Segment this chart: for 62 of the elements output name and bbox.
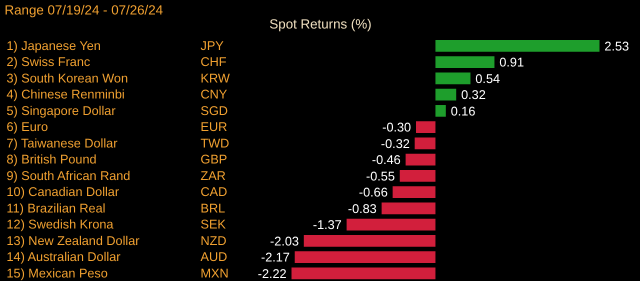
bar xyxy=(435,88,456,100)
y-tick-label: 11) Brazilian Real xyxy=(6,201,106,216)
text: SGD xyxy=(200,104,228,118)
y-tick-label: 12) Swedish Krona xyxy=(6,218,114,232)
data-label: -2.03 xyxy=(270,234,299,248)
text: KRW xyxy=(200,71,230,86)
text: CAD xyxy=(200,185,228,200)
bar xyxy=(435,56,494,68)
data-label: 0.91 xyxy=(499,56,524,70)
bar xyxy=(346,218,436,230)
data-label: -2.17 xyxy=(260,250,290,265)
text: Range 07/19/24 - 07/26/24 xyxy=(4,2,164,18)
text: CHF xyxy=(200,55,227,70)
y-tick-label: 3) South Korean Won xyxy=(6,71,128,86)
bar xyxy=(304,235,436,247)
data-label: -0.32 xyxy=(380,136,410,151)
text: NZD xyxy=(200,234,227,248)
bar xyxy=(392,186,436,198)
y-tick-label: 8) British Pound xyxy=(6,152,97,167)
text: MXN xyxy=(200,266,229,280)
text: SEK xyxy=(200,218,226,232)
y-tick-label: 7) Taiwanese Dollar xyxy=(6,136,118,150)
bar xyxy=(435,72,470,84)
text: GBP xyxy=(200,152,228,167)
bar xyxy=(435,105,446,117)
text: BRL xyxy=(200,201,226,216)
bar xyxy=(400,170,436,182)
data-label: -0.83 xyxy=(348,202,377,216)
data-label: -0.55 xyxy=(366,169,395,184)
data-label: -0.46 xyxy=(372,153,401,168)
y-tick-label: 13) New Zealand Dollar xyxy=(6,234,140,248)
bar xyxy=(416,121,436,133)
data-label: 0.32 xyxy=(461,88,486,102)
bar xyxy=(382,202,436,214)
text: ZAR xyxy=(200,168,226,183)
text: EUR xyxy=(200,120,228,134)
y-tick-label: 6) Euro xyxy=(6,120,48,134)
y-tick-label: 10) Canadian Dollar xyxy=(6,185,120,200)
bar xyxy=(294,251,436,263)
data-label: 2.53 xyxy=(604,39,630,54)
y-tick-label: 2) Swiss Franc xyxy=(6,55,90,70)
bar xyxy=(414,138,436,150)
bar xyxy=(292,268,436,280)
data-label: 0.54 xyxy=(475,72,500,86)
data-label: -2.22 xyxy=(258,266,287,281)
y-tick-label: 14) Australian Dollar xyxy=(6,250,120,264)
data-label: -0.30 xyxy=(382,120,412,135)
y-tick-label: 15) Mexican Peso xyxy=(6,266,108,280)
y-tick-label: 5) Singapore Dollar xyxy=(6,104,116,118)
text: AUD xyxy=(200,250,228,264)
y-tick-label: 9) South African Rand xyxy=(6,168,130,183)
y-tick-label: 4) Chinese Renminbi xyxy=(6,88,125,102)
text: JPY xyxy=(200,38,224,53)
y-tick-label: 1) Japanese Yen xyxy=(6,38,101,53)
text: CNY xyxy=(200,88,228,102)
chart-title: Spot Returns (%) xyxy=(269,16,372,32)
text: TWD xyxy=(200,136,230,150)
bar xyxy=(406,154,436,166)
data-label: -0.66 xyxy=(358,186,388,200)
data-label: 0.16 xyxy=(450,104,476,118)
bar xyxy=(435,40,600,52)
data-label: -1.37 xyxy=(312,218,342,232)
